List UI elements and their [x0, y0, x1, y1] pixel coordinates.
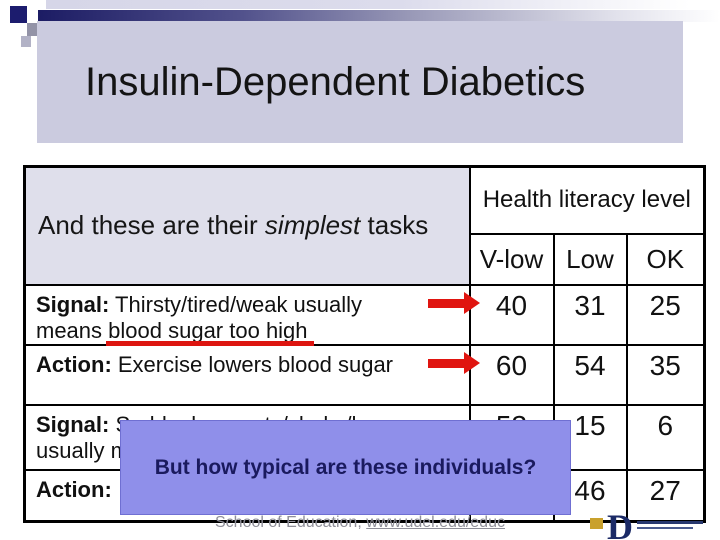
row1-label-bold: Signal: [36, 291, 110, 317]
red-arrow-head [464, 352, 480, 374]
gradient-bar-decoration [38, 10, 720, 22]
university-logo: D [590, 508, 716, 540]
table-row: Action: Exercise lowers blood sugar 60 5… [23, 343, 706, 406]
logo-letter: D [607, 507, 633, 540]
corner-square-light [21, 36, 31, 47]
row2-label-line1: Exercise lowers blood sugar [111, 351, 394, 377]
row3-label-line2: usually m [36, 437, 129, 463]
red-underlined-phrase: blood sugar too high [108, 317, 308, 343]
logo-text-line [637, 521, 703, 524]
group-header-cell: Health literacy level [468, 165, 706, 235]
red-arrow-icon [428, 292, 480, 314]
red-arrow-shaft [428, 359, 464, 368]
row1-value-vlow: 40 [468, 283, 555, 346]
logo-gold-mark-icon [590, 518, 603, 529]
row3-label-bold: Signal: [36, 411, 110, 437]
red-arrow-shaft [428, 299, 464, 308]
task-header-text-end: tasks [360, 210, 429, 241]
footer-link[interactable]: www.udel.edu/educ [366, 514, 505, 531]
row1-label-cell: Signal: Thirsty/tired/weak usually means… [23, 283, 471, 346]
column-header-ok: OK [625, 232, 706, 286]
corner-square-navy [10, 6, 27, 23]
footer: School of Education, www.udel.edu/educ [0, 514, 720, 532]
row1-value-low: 31 [552, 283, 628, 346]
logo-text-line [637, 527, 693, 529]
column-header-low: Low [552, 232, 628, 286]
row2-value-ok: 35 [625, 343, 706, 406]
column-header-vlow: V-low [468, 232, 555, 286]
row2-value-low: 54 [552, 343, 628, 406]
task-header-text: And these are their [38, 210, 265, 241]
task-header-emphasis: simplest [264, 210, 361, 241]
row2-label-cell: Action: Exercise lowers blood sugar [23, 343, 471, 406]
corner-square-gray [27, 23, 38, 36]
red-arrow-head [464, 292, 480, 314]
red-arrow-icon [428, 352, 480, 374]
row1-label-line2: means [36, 317, 109, 343]
row4-label-bold: Action: [36, 476, 112, 502]
task-header-cell: And these are their simplest tasks [23, 165, 471, 286]
table-row: Signal: Thirsty/tired/weak usually means… [23, 283, 706, 346]
slide-title: Insulin-Dependent Diabetics [85, 59, 586, 104]
row1-label-line1: Thirsty/tired/weak usually [109, 291, 363, 317]
row2-value-vlow: 60 [468, 343, 555, 406]
footer-text: School of Education, [215, 514, 367, 531]
row4-value-ok: 27 [625, 468, 706, 523]
row2-label-bold: Action: [36, 351, 112, 377]
title-box: Insulin-Dependent Diabetics [37, 21, 683, 143]
row3-value-ok: 6 [625, 403, 706, 471]
callout-overlay-box: But how typical are these individuals? [120, 420, 571, 515]
top-strip-decoration [46, 0, 690, 9]
row1-value-ok: 25 [625, 283, 706, 346]
